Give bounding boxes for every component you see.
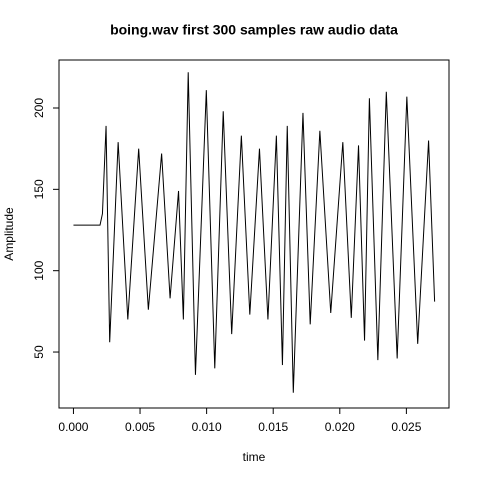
plot-frame xyxy=(58,59,450,409)
line-series xyxy=(73,72,436,393)
x-axis-label: time xyxy=(243,450,266,464)
y-tick-label: 150 xyxy=(32,179,46,199)
y-tick-label: 50 xyxy=(32,345,46,359)
y-tick-label: 100 xyxy=(32,260,46,280)
x-tick-label: 0.010 xyxy=(192,420,222,434)
x-tick-label: 0.025 xyxy=(391,420,421,434)
x-tick-label: 0.015 xyxy=(258,420,288,434)
x-tick-label: 0.020 xyxy=(325,420,355,434)
x-tick-label: 0.005 xyxy=(125,420,155,434)
y-axis-label: Amplitude xyxy=(2,207,16,261)
chart-title: boing.wav first 300 samples raw audio da… xyxy=(110,22,398,38)
y-tick-label: 200 xyxy=(32,98,46,118)
x-tick-label: 0.000 xyxy=(58,420,88,434)
